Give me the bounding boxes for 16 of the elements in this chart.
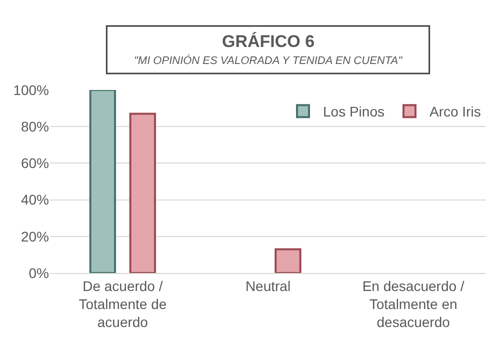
legend-label: Los Pinos	[323, 104, 384, 120]
bar	[89, 90, 116, 273]
y-tick-label: 60%	[20, 155, 49, 172]
y-tick-label: 100%	[13, 82, 49, 98]
bar	[129, 112, 156, 273]
y-tick-label: 0%	[28, 264, 49, 281]
x-tick-label: Neutral	[245, 278, 291, 294]
x-tick-label: En desacuerdo / Totalmente en desacuerdo	[362, 278, 464, 330]
y-tick-label: 40%	[20, 192, 49, 208]
y-tick-label: 20%	[20, 228, 49, 244]
chart-title: GRÁFICO 6	[222, 31, 315, 51]
bar	[274, 248, 302, 273]
legend-label: Arco Iris	[429, 104, 481, 120]
chart-subtitle: "MI OPINIÓN ES VALORADA Y TENIDA EN CUENTA"	[134, 54, 404, 67]
x-tick-label: De acuerdo / Totalmente de acuerdo	[78, 278, 167, 330]
y-tick-label: 80%	[20, 118, 49, 134]
